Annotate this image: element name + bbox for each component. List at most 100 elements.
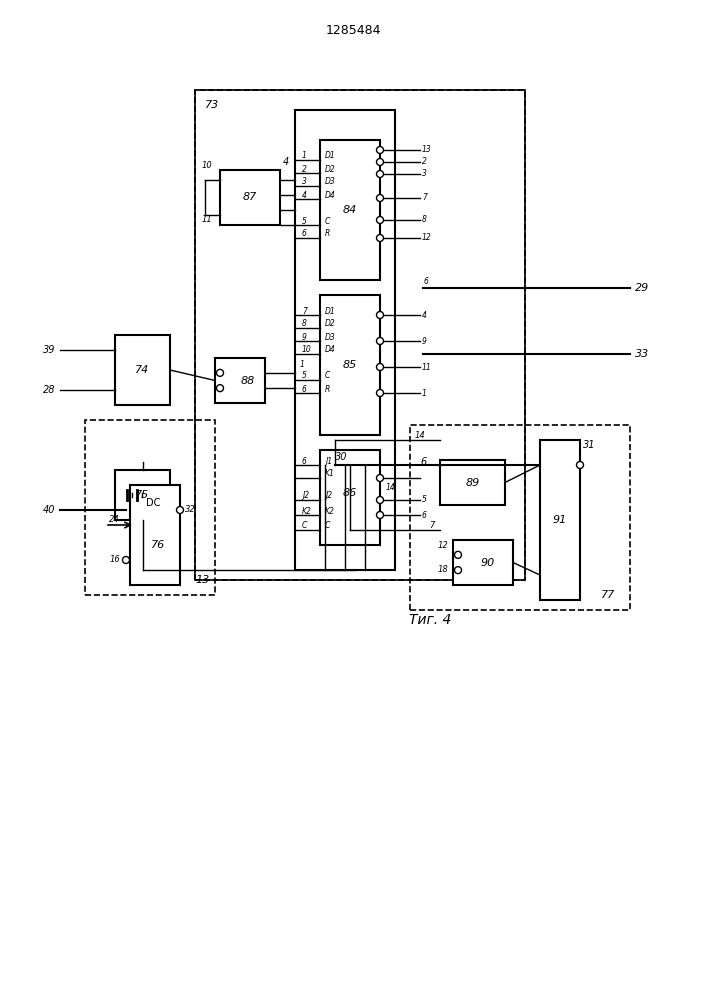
Text: D3: D3 bbox=[325, 178, 336, 186]
Bar bbox=[220, 170, 280, 225]
Text: 3: 3 bbox=[422, 169, 427, 178]
Text: K2: K2 bbox=[325, 506, 335, 516]
Text: C: C bbox=[302, 522, 308, 530]
Bar bbox=[115, 470, 170, 520]
Text: 14: 14 bbox=[386, 484, 396, 492]
Text: 1: 1 bbox=[422, 388, 427, 397]
Text: 2: 2 bbox=[302, 164, 307, 174]
Circle shape bbox=[122, 556, 129, 564]
Circle shape bbox=[377, 217, 383, 224]
Text: 6: 6 bbox=[302, 456, 307, 466]
Text: 6: 6 bbox=[424, 277, 429, 286]
Text: 91: 91 bbox=[553, 515, 567, 525]
Circle shape bbox=[377, 363, 383, 370]
Text: 31: 31 bbox=[583, 440, 595, 450]
Circle shape bbox=[377, 312, 383, 318]
Text: 7: 7 bbox=[302, 306, 307, 316]
Text: 5: 5 bbox=[422, 495, 427, 504]
Text: C: C bbox=[325, 217, 330, 226]
Text: R: R bbox=[325, 384, 330, 393]
Circle shape bbox=[455, 567, 462, 574]
Text: DC: DC bbox=[146, 498, 160, 508]
Circle shape bbox=[377, 338, 383, 344]
Bar bbox=[320, 450, 380, 545]
Text: 3: 3 bbox=[302, 178, 307, 186]
Circle shape bbox=[377, 496, 383, 504]
Text: C: C bbox=[325, 522, 330, 530]
Circle shape bbox=[377, 146, 383, 153]
Text: K1: K1 bbox=[325, 470, 335, 479]
Text: 1285484: 1285484 bbox=[325, 23, 381, 36]
Text: 7: 7 bbox=[430, 520, 435, 530]
Text: D1: D1 bbox=[325, 151, 336, 160]
Text: 9: 9 bbox=[422, 336, 427, 346]
Text: 24: 24 bbox=[110, 516, 120, 524]
Text: 10: 10 bbox=[302, 346, 312, 355]
Text: 8: 8 bbox=[422, 216, 427, 225]
Text: 30: 30 bbox=[335, 452, 348, 462]
Bar bbox=[195, 90, 525, 580]
Text: 6: 6 bbox=[302, 384, 307, 393]
Text: 18: 18 bbox=[437, 566, 448, 574]
Circle shape bbox=[377, 512, 383, 518]
Text: 75: 75 bbox=[135, 490, 150, 500]
Text: D4: D4 bbox=[325, 346, 336, 355]
Text: 4: 4 bbox=[422, 310, 427, 320]
Text: 28: 28 bbox=[42, 385, 55, 395]
Text: 33: 33 bbox=[635, 349, 649, 359]
Circle shape bbox=[455, 551, 462, 558]
Text: D2: D2 bbox=[325, 164, 336, 174]
Text: D1: D1 bbox=[325, 306, 336, 316]
Text: 6: 6 bbox=[302, 230, 307, 238]
Bar bbox=[410, 425, 630, 610]
Text: 10: 10 bbox=[201, 160, 212, 169]
Text: 39: 39 bbox=[42, 345, 55, 355]
Text: 11: 11 bbox=[201, 216, 212, 225]
Text: 85: 85 bbox=[343, 360, 357, 370]
Text: 32: 32 bbox=[185, 506, 196, 514]
Circle shape bbox=[377, 194, 383, 202]
Text: 8: 8 bbox=[302, 320, 307, 328]
Circle shape bbox=[576, 462, 583, 468]
Bar bbox=[453, 540, 513, 585]
Text: 88: 88 bbox=[241, 375, 255, 385]
Bar bbox=[195, 90, 525, 580]
Text: D3: D3 bbox=[325, 332, 336, 342]
Text: J1: J1 bbox=[325, 456, 332, 466]
Text: 5: 5 bbox=[302, 371, 307, 380]
Text: 11: 11 bbox=[422, 362, 432, 371]
Text: 1: 1 bbox=[302, 151, 307, 160]
Circle shape bbox=[377, 170, 383, 178]
Text: 29: 29 bbox=[635, 283, 649, 293]
Circle shape bbox=[377, 475, 383, 482]
Text: 1: 1 bbox=[300, 360, 305, 369]
Text: 6: 6 bbox=[420, 457, 426, 467]
Text: 13: 13 bbox=[422, 145, 432, 154]
Bar bbox=[295, 110, 395, 570]
Text: 77: 77 bbox=[601, 590, 615, 600]
Text: 89: 89 bbox=[465, 478, 479, 488]
Circle shape bbox=[377, 234, 383, 241]
Bar bbox=[215, 358, 265, 403]
Text: R: R bbox=[325, 230, 330, 238]
Circle shape bbox=[216, 385, 223, 392]
Bar bbox=[115, 335, 170, 405]
Bar bbox=[320, 295, 380, 435]
Text: 40: 40 bbox=[42, 505, 55, 515]
Bar bbox=[320, 140, 380, 280]
Text: J2: J2 bbox=[325, 491, 332, 500]
Bar bbox=[85, 420, 215, 595]
Text: J2: J2 bbox=[302, 491, 309, 500]
Text: 13: 13 bbox=[196, 575, 210, 585]
Text: 76: 76 bbox=[151, 540, 165, 550]
Circle shape bbox=[377, 389, 383, 396]
Circle shape bbox=[377, 158, 383, 165]
Bar bbox=[440, 460, 505, 505]
Text: K2: K2 bbox=[302, 506, 312, 516]
Text: Τиг. 4: Τиг. 4 bbox=[409, 613, 451, 627]
Text: 4: 4 bbox=[283, 157, 289, 167]
Text: 6: 6 bbox=[422, 510, 427, 520]
Text: 87: 87 bbox=[243, 192, 257, 202]
Text: 2: 2 bbox=[422, 157, 427, 166]
Text: 4: 4 bbox=[302, 190, 307, 200]
